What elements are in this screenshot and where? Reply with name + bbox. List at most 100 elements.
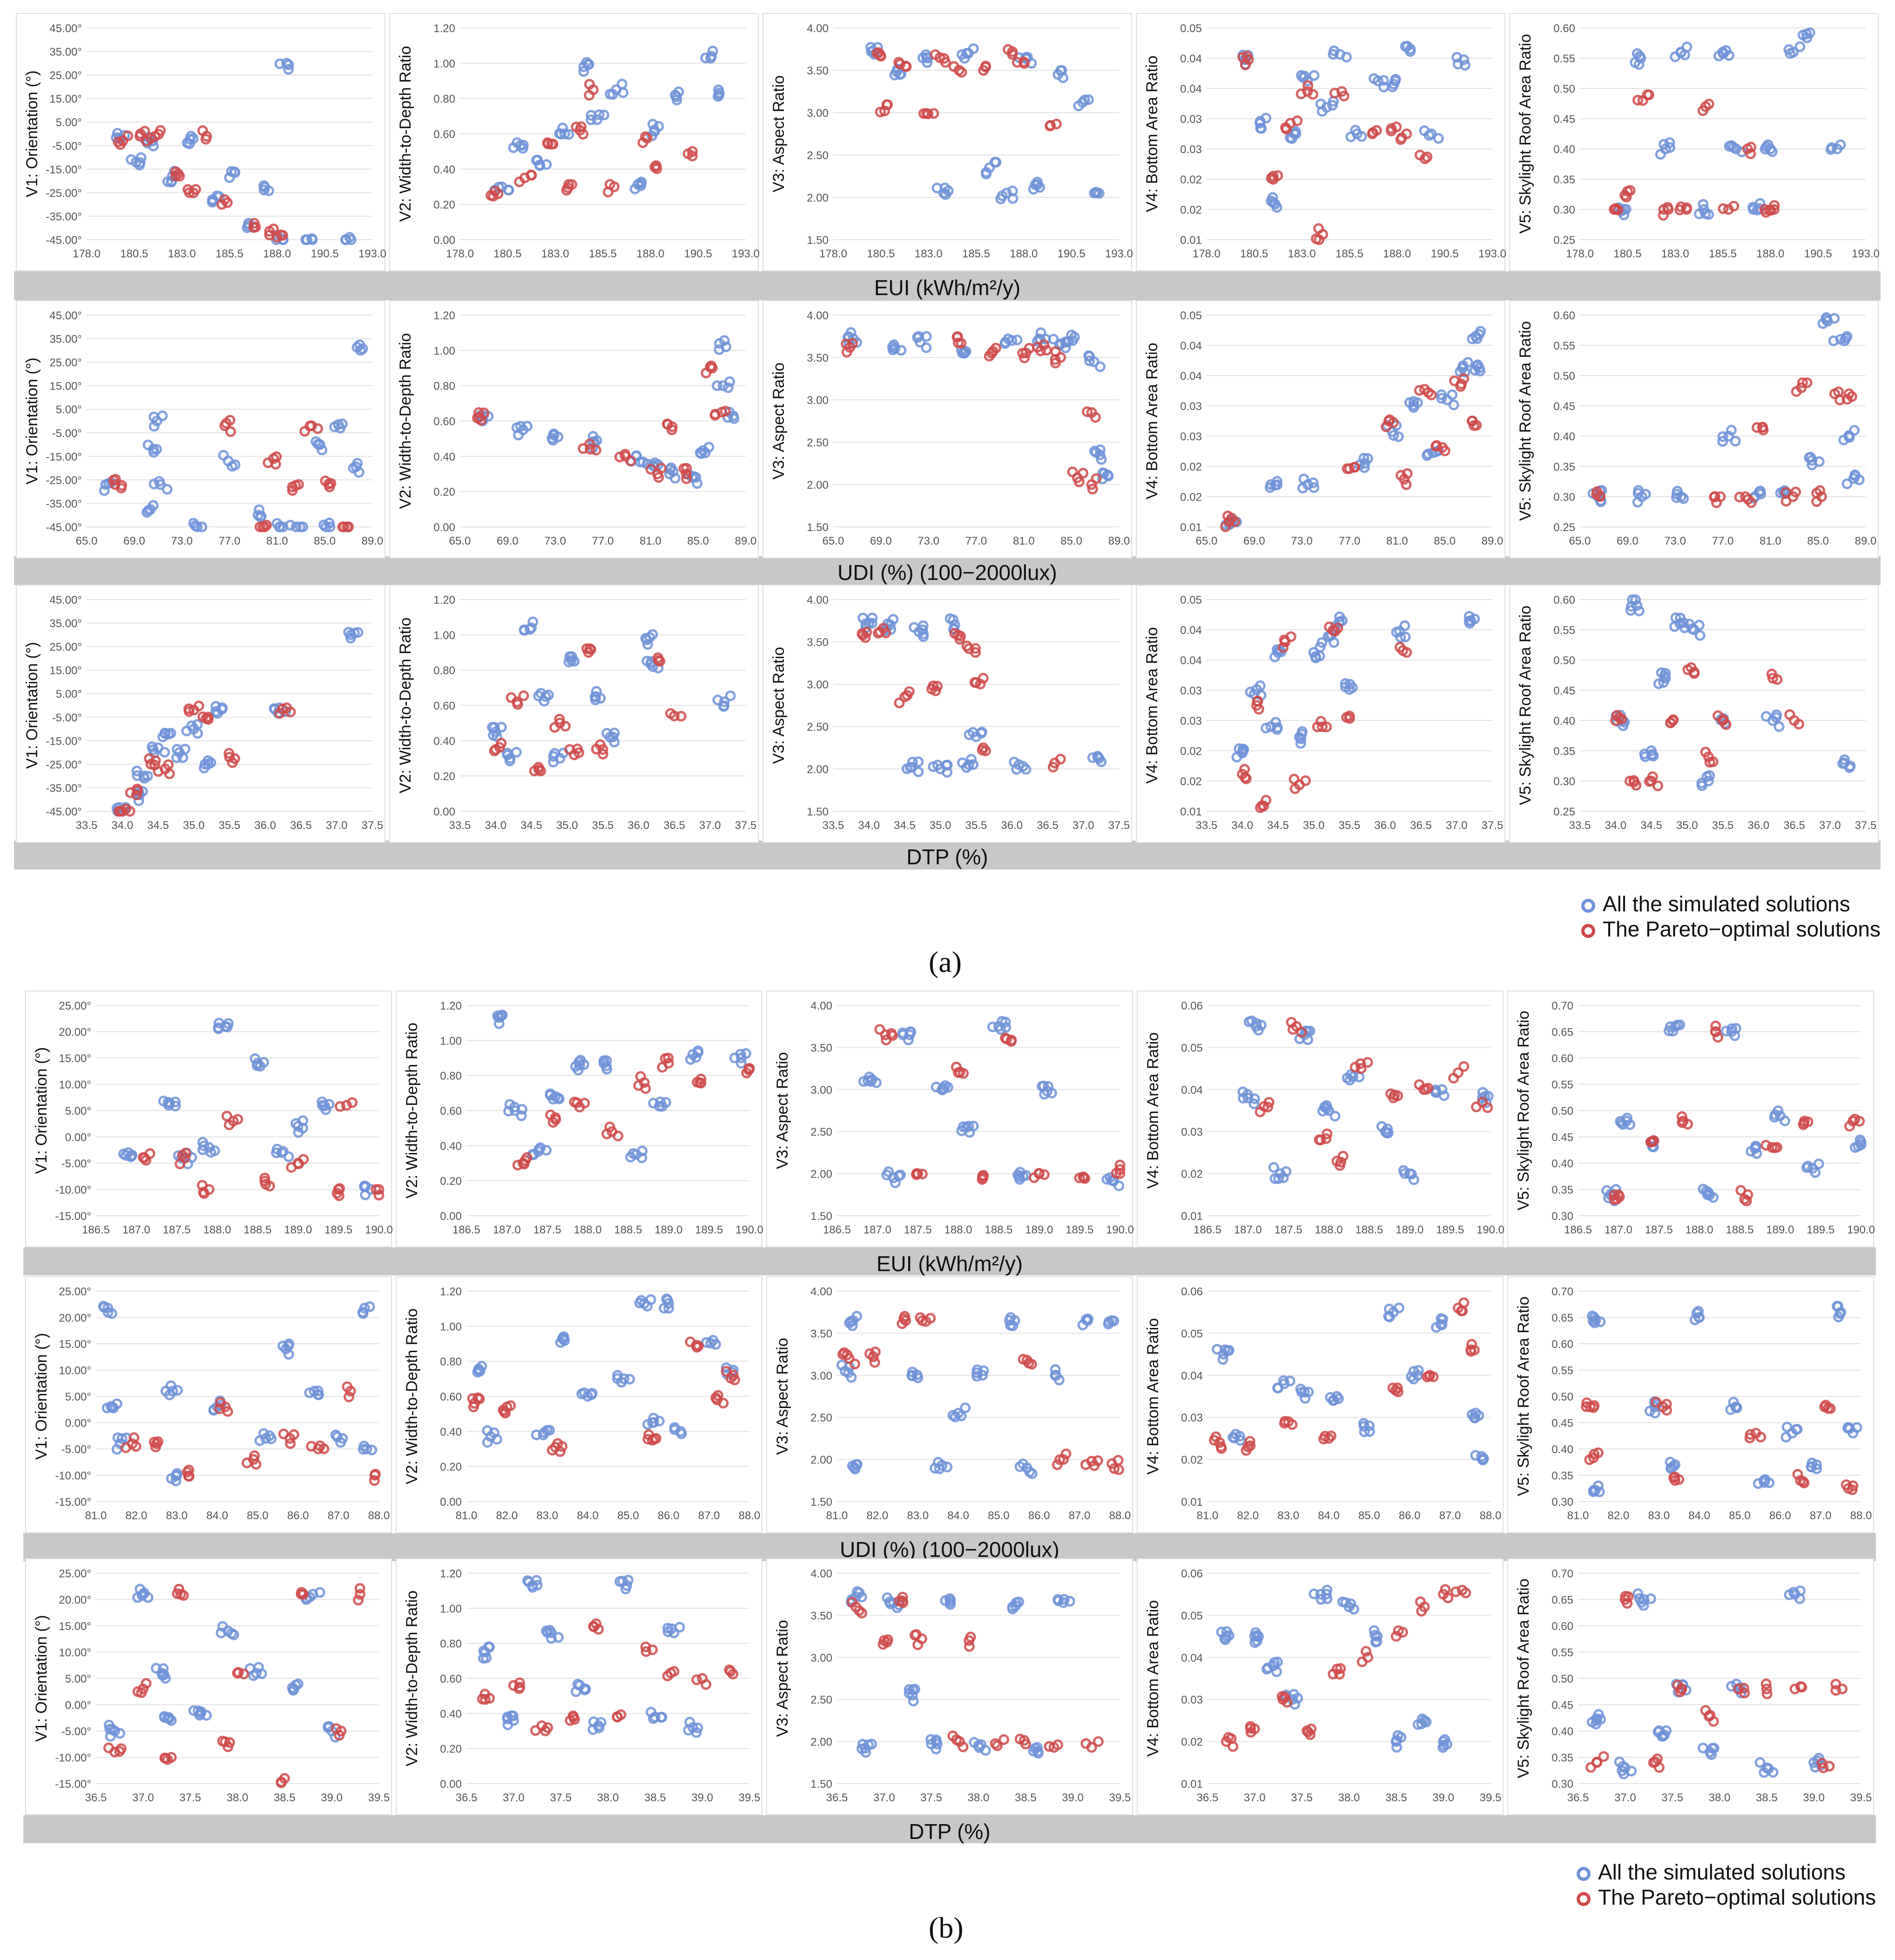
point-simulated xyxy=(1730,436,1741,447)
point-simulated xyxy=(277,1340,289,1352)
point-simulated xyxy=(1666,1462,1677,1474)
point-simulated xyxy=(1855,1134,1866,1145)
x-tick-label: 86.0 xyxy=(1399,1509,1421,1522)
point-pareto xyxy=(153,766,164,777)
point-pareto xyxy=(1676,1683,1687,1694)
y-tick-label: -45.00° xyxy=(46,234,82,247)
y-tick-label: 35.00° xyxy=(49,618,82,630)
point-simulated xyxy=(258,1428,269,1439)
point-simulated xyxy=(283,1151,294,1162)
axis-band-a-2: UDI (%) (100−2000lux) xyxy=(14,556,1881,585)
point-simulated xyxy=(1018,1458,1029,1469)
point-pareto xyxy=(984,350,995,362)
x-tick-label: 186.5 xyxy=(452,1224,480,1236)
y-tick-label: 0.45 xyxy=(1551,1417,1573,1430)
scatter-plot-a-dtp-v4: 0.01 0.02 0.02 0.03 0.03 0.04 0.04 0.05 33.5 34.0… xyxy=(1136,585,1505,843)
point-pareto xyxy=(1628,775,1639,786)
y-tick-label: 2.50 xyxy=(807,149,829,162)
y-tick-label: 3.00 xyxy=(807,679,829,691)
x-tick-label: 188.0 xyxy=(1383,248,1411,260)
point-pareto xyxy=(1772,674,1783,685)
point-pareto xyxy=(1419,153,1430,164)
x-tick-label: 178.0 xyxy=(1193,248,1221,260)
point-simulated xyxy=(1310,653,1322,664)
y-tick-label: 0.55 xyxy=(1553,624,1575,637)
y-tick-label: 0.80 xyxy=(440,1070,462,1083)
point-pareto xyxy=(141,1678,152,1689)
y-tick-label: 10.00° xyxy=(59,1365,91,1377)
y-tick-label: 1.20 xyxy=(433,310,455,322)
point-simulated xyxy=(642,639,653,650)
point-pareto xyxy=(681,468,692,479)
point-pareto xyxy=(546,139,557,150)
point-pareto xyxy=(1276,1691,1288,1702)
point-simulated xyxy=(481,1652,492,1664)
point-simulated xyxy=(1423,448,1434,459)
point-pareto xyxy=(841,338,852,350)
y-tick-label: 25.00° xyxy=(59,1568,91,1580)
x-tick-label: 187.5 xyxy=(1645,1224,1673,1236)
y-axis-title: V2: Width-to-Depth Ratio xyxy=(397,333,414,509)
point-simulated xyxy=(1271,202,1282,213)
point-pareto xyxy=(1280,122,1291,133)
point-simulated xyxy=(160,1386,171,1397)
x-tick-label: 35.0 xyxy=(1676,819,1698,832)
point-pareto xyxy=(1039,1169,1050,1180)
point-simulated xyxy=(364,1301,375,1312)
point-simulated xyxy=(1855,1139,1867,1150)
y-axis-title: V4: Bottom Area Ratio xyxy=(1144,1032,1162,1189)
point-simulated xyxy=(172,744,182,755)
y-tick-label: 2.50 xyxy=(807,437,829,449)
x-tick-label: 36.5 xyxy=(663,819,685,832)
point-simulated xyxy=(1717,431,1728,442)
y-tick-label: 0.25 xyxy=(1553,521,1575,534)
point-simulated xyxy=(1238,746,1248,757)
point-simulated xyxy=(896,345,907,356)
x-tick-label: 65.0 xyxy=(823,535,844,547)
point-simulated xyxy=(1308,70,1320,81)
point-pareto xyxy=(1371,125,1382,136)
y-tick-label: 35.00° xyxy=(49,333,82,346)
point-pareto xyxy=(1581,1401,1592,1412)
x-tick-label: 36.5 xyxy=(1037,819,1059,832)
x-tick-label: 35.5 xyxy=(965,819,987,832)
point-simulated xyxy=(1754,1757,1766,1768)
point-simulated xyxy=(1005,1312,1016,1323)
point-simulated xyxy=(181,726,192,736)
axis-band-b-1: EUI (kWh/m²/y) xyxy=(23,1247,1876,1276)
point-simulated xyxy=(1595,496,1606,507)
y-tick-label: 0.00° xyxy=(65,1699,91,1712)
point-pareto xyxy=(647,1644,658,1655)
point-pareto xyxy=(1303,1726,1314,1738)
point-pareto xyxy=(1581,1397,1592,1408)
point-simulated xyxy=(1032,1742,1043,1753)
point-simulated xyxy=(1024,1466,1035,1477)
x-tick-label: 189.5 xyxy=(1807,1224,1834,1236)
point-pareto xyxy=(150,755,161,766)
point-pareto xyxy=(1677,1117,1688,1128)
y-axis-title: V5: Skylight Roof Area Ratio xyxy=(1517,34,1534,234)
point-pareto xyxy=(847,338,858,349)
point-pareto xyxy=(1302,80,1314,91)
x-tick-label: 37.0 xyxy=(699,819,721,832)
point-simulated xyxy=(713,84,724,95)
point-simulated xyxy=(502,1711,513,1723)
point-pareto xyxy=(116,480,128,491)
axis-band-b-3: DTP (%) xyxy=(23,1815,1876,1844)
point-simulated xyxy=(1261,1664,1273,1675)
x-tick-label: 77.0 xyxy=(1339,535,1361,547)
point-pareto xyxy=(911,1629,922,1640)
y-tick-label: -10.00° xyxy=(55,1184,91,1197)
x-tick-label: 37.5 xyxy=(1482,819,1504,832)
point-pareto xyxy=(248,222,259,233)
y-tick-label: 0.70 xyxy=(1551,1568,1573,1580)
point-pareto xyxy=(588,1621,600,1632)
x-tick-label: 187.5 xyxy=(163,1224,191,1236)
point-simulated xyxy=(527,1582,538,1593)
y-tick-label: 0.55 xyxy=(1551,1647,1573,1659)
x-tick-label: 183.0 xyxy=(1661,248,1689,260)
y-tick-label: 0.20 xyxy=(433,199,455,211)
point-pareto xyxy=(1621,192,1632,202)
point-simulated xyxy=(856,1743,867,1754)
point-pareto xyxy=(477,1693,488,1704)
